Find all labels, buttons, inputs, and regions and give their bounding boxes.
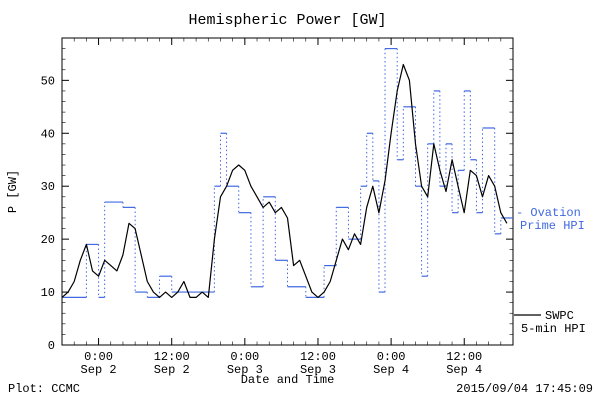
x-tick-date-label: Sep 4 [446, 363, 482, 377]
y-tick-label: 40 [41, 127, 55, 141]
legend-swpc-line1: SWPC [545, 309, 574, 323]
y-tick-label: 20 [41, 233, 55, 247]
x-tick-date-label: Sep 3 [300, 363, 336, 377]
x-tick-date-label: Sep 2 [154, 363, 190, 377]
x-tick-date-label: Sep 2 [81, 363, 117, 377]
x-tick-time-label: 12:00 [300, 350, 336, 364]
ovation-prime-step-line [62, 47, 513, 298]
y-tick-label: 50 [41, 74, 55, 88]
x-tick-time-label: 0:00 [84, 350, 113, 364]
x-tick-time-label: 12:00 [154, 350, 190, 364]
x-tick-date-label: Sep 4 [373, 363, 409, 377]
y-axis-label: P [GW] [6, 170, 20, 213]
x-tick-date-label: Sep 3 [227, 363, 263, 377]
legend-ovation-line2: Prime HPI [520, 219, 585, 233]
x-tick-time-label: 0:00 [377, 350, 406, 364]
x-tick-time-label: 0:00 [230, 350, 259, 364]
y-tick-label: 30 [41, 180, 55, 194]
y-tick-label: 0 [48, 339, 55, 353]
plot-source-label: Plot: CCMC [8, 382, 80, 396]
legend-swpc-line2: 5-min HPI [521, 322, 586, 336]
x-tick-time-label: 12:00 [446, 350, 482, 364]
axes-box [61, 37, 514, 346]
chart-title: Hemispheric Power [GW] [188, 12, 386, 29]
swpc-5min-line [61, 63, 508, 298]
x-axis-label: Date and Time [241, 373, 335, 387]
plot-timestamp: 2015/09/04 17:45:09 [456, 382, 593, 396]
y-tick-label: 10 [41, 286, 55, 300]
legend-ovation-line1: - Ovation [516, 206, 581, 220]
